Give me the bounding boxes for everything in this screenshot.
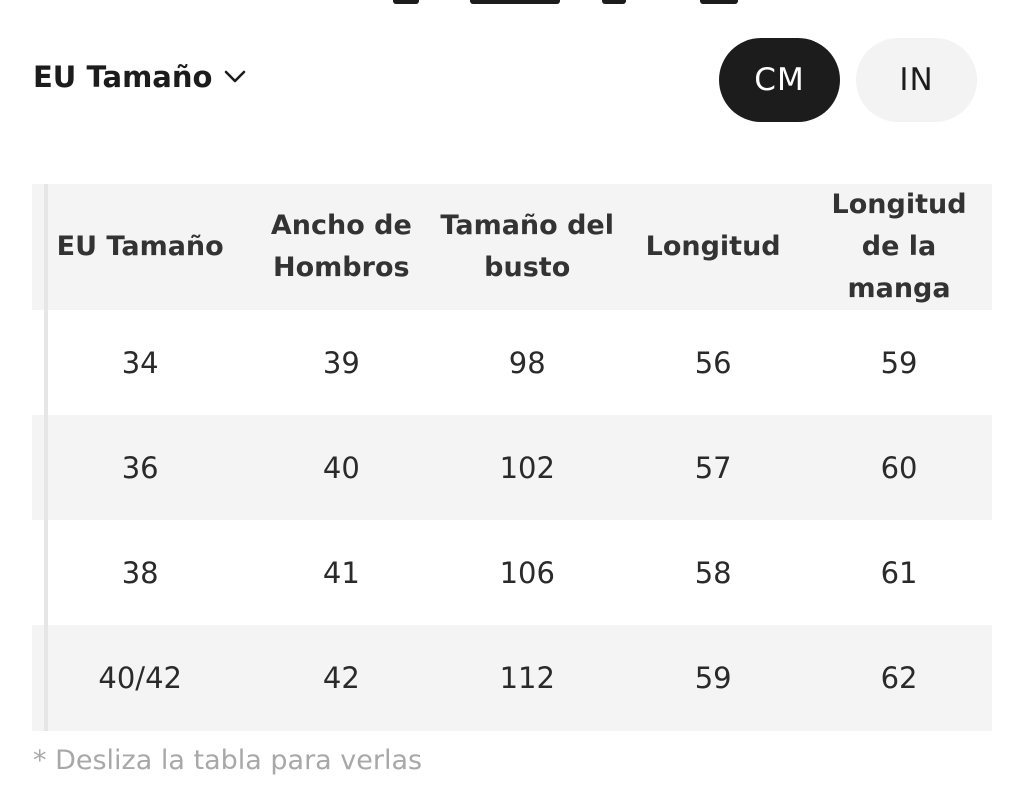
unit-in-button[interactable]: IN [856, 38, 977, 122]
table-row: 40/42 42 112 59 62 [32, 625, 992, 731]
table-cell: 40 [322, 450, 360, 485]
table-cell: 58 [694, 555, 732, 590]
table-cell: 59 [694, 661, 732, 695]
table-cell: 40/42 [98, 661, 182, 695]
header-length: Longitud [645, 231, 781, 262]
size-system-label: EU Tamaño [33, 60, 213, 94]
table-cell: 62 [880, 661, 918, 695]
table-header-row: EU Tamaño Ancho de Hombros Tamaño del bu… [32, 184, 992, 310]
table-cell: 60 [880, 450, 918, 485]
unit-cm-button[interactable]: CM [719, 38, 840, 122]
cropped-heading [0, 0, 1024, 4]
table-cell: 41 [322, 555, 360, 590]
header-sleeve-length: Longitud de la manga [831, 189, 967, 304]
table-cell: 106 [499, 555, 555, 590]
table-cell: 61 [880, 555, 918, 590]
table-cell: 42 [322, 661, 360, 695]
table-cell: 98 [508, 345, 546, 380]
table-row: 36 40 102 57 60 [32, 415, 992, 520]
table-cell: 59 [880, 345, 918, 380]
scroll-hint-note: * Desliza la tabla para verlas [33, 745, 423, 776]
scroll-shadow-divider [44, 184, 48, 731]
table-row: 34 39 98 56 59 [32, 310, 992, 415]
size-system-dropdown[interactable]: EU Tamaño [33, 60, 246, 94]
header-shoulder-width: Ancho de Hombros [270, 210, 412, 283]
header-bust-size: Tamaño del busto [440, 210, 614, 283]
chevron-down-icon [225, 70, 246, 83]
table-cell: 34 [121, 345, 159, 380]
table-cell: 56 [694, 345, 732, 380]
header-eu-size: EU Tamaño [56, 231, 224, 262]
table-cell: 39 [322, 345, 360, 380]
table-cell: 102 [499, 450, 555, 485]
table-cell: 38 [121, 555, 159, 590]
table-cell: 36 [121, 450, 159, 485]
table-row: 38 41 106 58 61 [32, 520, 992, 625]
size-table[interactable]: EU Tamaño Ancho de Hombros Tamaño del bu… [32, 184, 992, 731]
table-cell: 57 [694, 450, 732, 485]
table-cell: 112 [499, 661, 555, 695]
